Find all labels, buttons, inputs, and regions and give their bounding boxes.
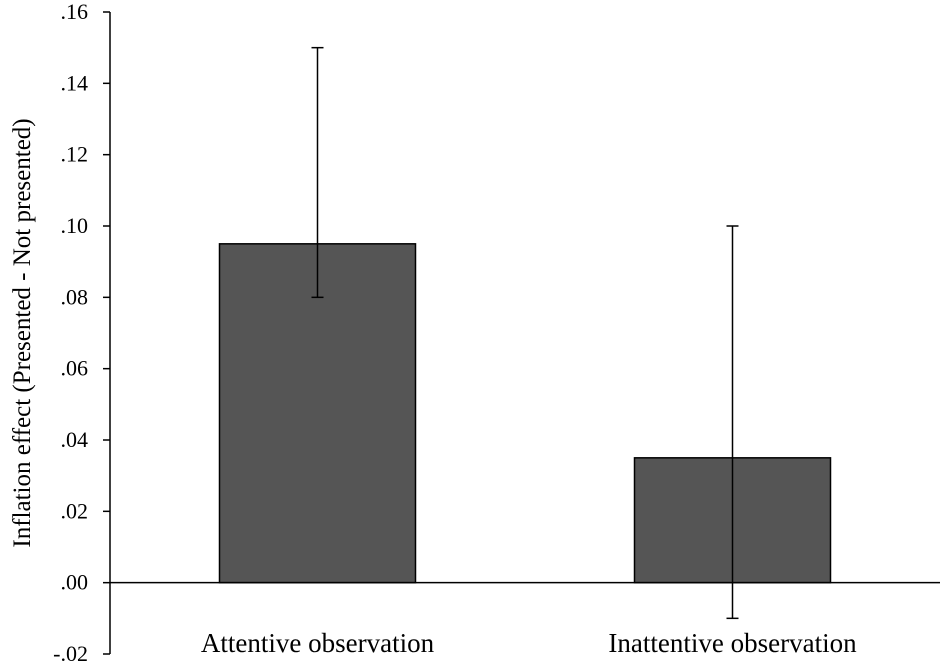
y-tick-label: -.02 — [53, 641, 88, 666]
error-bars — [311, 46, 739, 620]
bar-attentive — [218, 243, 417, 584]
y-tick-label: .00 — [61, 570, 89, 595]
y-tick-label: .04 — [61, 427, 89, 452]
y-tick-label: .16 — [61, 0, 89, 24]
y-tick-label: .14 — [61, 70, 89, 95]
y-tick-label: .12 — [61, 142, 89, 167]
category-label: Inattentive observation — [608, 628, 857, 658]
y-axis-title: Inflation effect (Presented - Not presen… — [9, 118, 36, 547]
y-tick-label: .08 — [61, 284, 89, 309]
y-tick-label: .02 — [61, 498, 89, 523]
y-tick-label: .10 — [61, 213, 89, 238]
y-tick-label: .06 — [61, 356, 89, 381]
category-label: Attentive observation — [201, 628, 435, 658]
y-axis: -.02 .00 .02 .04 .06 .08 .10 .12 .14 .16 — [53, 0, 111, 666]
bars — [218, 243, 832, 584]
x-axis: Attentive observation Inattentive observa… — [110, 581, 940, 658]
